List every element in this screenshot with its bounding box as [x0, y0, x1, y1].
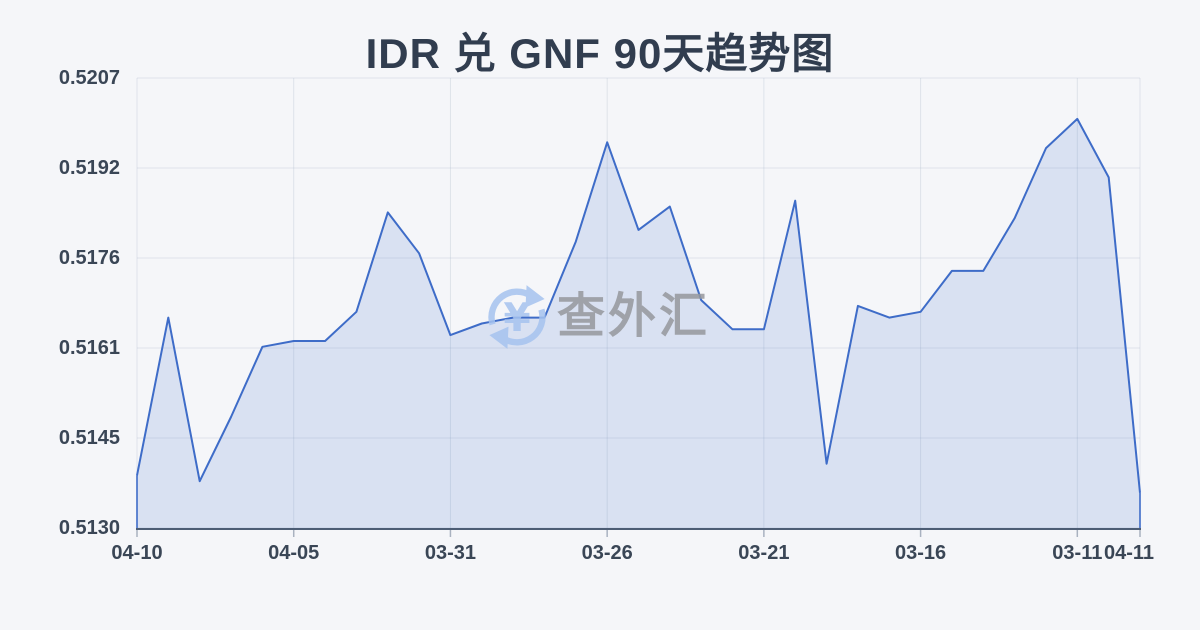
area-fill — [137, 118, 1140, 529]
x-tick-label: 04-10 — [111, 542, 163, 564]
y-tick-label: 0.5176 — [58, 247, 120, 269]
trend-line — [136, 117, 1141, 493]
page-title: IDR 兑 GNF 90天趋势图 — [365, 30, 835, 77]
y-tick-label: 0.5130 — [58, 517, 120, 539]
x-tick-label: 03-26 — [581, 542, 633, 564]
x-tick-label: 03-31 — [424, 542, 477, 564]
x-tick-label: 03-16 — [895, 542, 947, 564]
y-tick-label: 0.5145 — [58, 427, 120, 449]
x-tick-label: 04-11 — [1103, 542, 1155, 564]
y-tick-label: 0.5192 — [58, 157, 120, 179]
y-tick-label: 0.5207 — [58, 67, 120, 89]
x-tick-label: 03-21 — [738, 542, 790, 564]
x-tick-label: 03-11 — [1052, 542, 1103, 564]
x-tick-label: 04-05 — [268, 542, 320, 564]
y-tick-label: 0.5161 — [58, 337, 120, 359]
